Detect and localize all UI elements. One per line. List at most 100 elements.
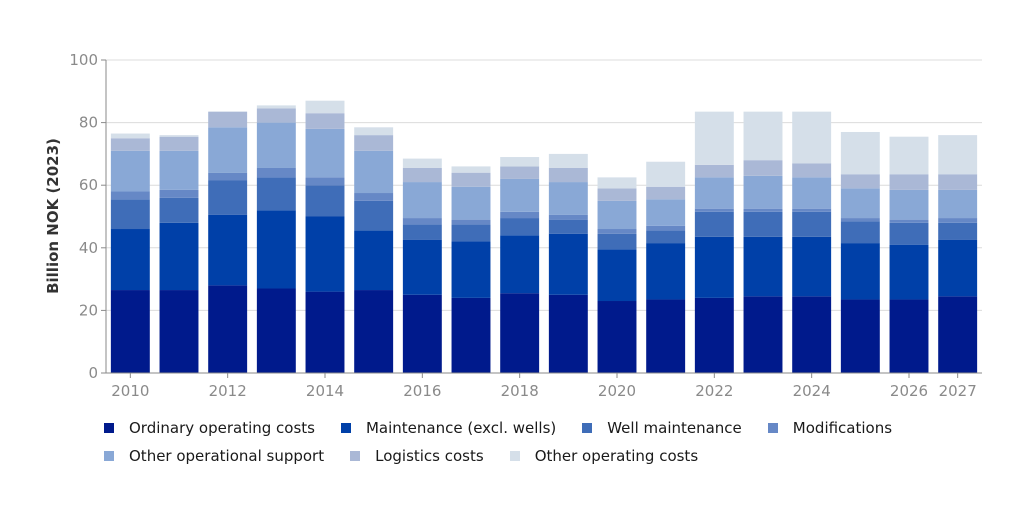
bar-segment — [256, 122, 296, 168]
bar-segment — [646, 299, 686, 373]
bar-segment — [159, 150, 199, 190]
bar-segment — [256, 167, 296, 178]
legend-label: Well maintenance — [607, 419, 742, 437]
legend-swatch — [350, 451, 361, 461]
legend-item: Logistics costs — [350, 446, 484, 466]
bar-stack-2020 — [597, 177, 637, 373]
bar-segment — [110, 150, 150, 192]
legend-swatch — [104, 451, 114, 461]
bar-segment — [694, 297, 734, 373]
legend-swatch — [340, 423, 351, 433]
x-tick-labels: 2010 2012 2014 2016 2018 2020 2022 2024 2026 2027 — [111, 382, 977, 400]
bar-segment — [305, 128, 345, 178]
bar-segment — [548, 167, 588, 183]
bar-stack-2016 — [402, 158, 442, 373]
bar-segment — [548, 182, 588, 215]
bar-stack-2024 — [792, 111, 832, 373]
x-tick-label: 2024 — [793, 382, 831, 400]
bar-segment — [110, 199, 150, 230]
bar-segment — [889, 136, 929, 175]
bar-segment — [500, 218, 540, 236]
bar-stack-2021 — [646, 161, 686, 373]
bar-segment — [792, 211, 832, 237]
x-tick-label: 2022 — [695, 382, 733, 400]
bar-stack-2027 — [938, 135, 978, 373]
bar-segment — [889, 174, 929, 190]
bar-segment — [743, 236, 783, 297]
bar-segment — [354, 127, 394, 136]
bar-segment — [548, 214, 588, 220]
bar-segment — [159, 290, 199, 373]
bar-segment — [694, 111, 734, 165]
legend-item: Maintenance (excl. wells) — [340, 418, 557, 438]
bar-segment — [889, 222, 929, 245]
bar-segment — [889, 244, 929, 300]
x-tick-label: 2018 — [501, 382, 539, 400]
bar-segment — [208, 111, 248, 128]
bar-segment — [402, 182, 442, 219]
bar-segment — [208, 127, 248, 173]
y-tick-label: 80 — [79, 114, 98, 132]
bar-segment — [889, 219, 929, 223]
bar-segment — [597, 229, 637, 234]
y-tick-label: 0 — [88, 364, 98, 382]
bar-segment — [159, 197, 199, 223]
bar-segment — [159, 135, 199, 137]
bar-segment — [110, 138, 150, 151]
bar-segment — [305, 177, 345, 186]
bar-segment — [354, 150, 394, 194]
bar-segment — [354, 230, 394, 291]
bar-segment — [305, 216, 345, 292]
bar-segment — [402, 294, 442, 373]
bar-segment — [548, 294, 588, 373]
bar-segment — [938, 174, 978, 190]
x-tick-label: 2020 — [598, 382, 636, 400]
bar-segment — [792, 163, 832, 178]
legend-item: Other operational support — [104, 446, 324, 466]
y-axis-label: Billion NOK (2023) — [44, 138, 62, 294]
bar-segment — [840, 221, 880, 244]
bar-segment — [597, 249, 637, 302]
bar-segment — [889, 189, 929, 220]
bar-segment — [743, 208, 783, 212]
bar-segment — [451, 172, 491, 187]
x-tick-label: 2026 — [890, 382, 928, 400]
bar-segment — [208, 285, 248, 373]
legend-item: Modifications — [767, 418, 892, 438]
bar-segment — [938, 296, 978, 373]
bar-segment — [792, 236, 832, 297]
bar-segment — [256, 288, 296, 373]
y-tick-label: 60 — [79, 176, 98, 194]
bar-segment — [500, 235, 540, 294]
bar-stack-2019 — [548, 153, 588, 373]
bar-segment — [548, 219, 588, 234]
bar-segment — [110, 191, 150, 200]
bar-segment — [159, 189, 199, 198]
axes — [105, 60, 982, 378]
bar-segment — [402, 218, 442, 225]
bar-segment — [646, 161, 686, 187]
bars — [110, 100, 978, 373]
bar-segment — [500, 211, 540, 219]
bar-segment — [110, 133, 150, 139]
bar-stack-2026 — [889, 136, 929, 373]
bar-segment — [840, 299, 880, 373]
bar-segment — [597, 188, 637, 201]
bar-segment — [305, 291, 345, 373]
bar-segment — [451, 241, 491, 298]
bar-segment — [597, 301, 637, 373]
legend-swatch — [104, 423, 114, 433]
bar-segment — [646, 186, 686, 200]
legend-label: Other operating costs — [534, 447, 699, 465]
bar-segment — [938, 239, 978, 297]
bar-stack-2022 — [694, 111, 734, 373]
bar-segment — [597, 200, 637, 230]
legend-swatch — [582, 423, 593, 433]
x-tick-label: 2027 — [939, 382, 977, 400]
bar-segment — [646, 230, 686, 244]
bar-segment — [159, 136, 199, 151]
bar-segment — [938, 222, 978, 240]
legend-label: Maintenance (excl. wells) — [365, 419, 557, 437]
bar-segment — [938, 218, 978, 223]
bar-segment — [743, 111, 783, 161]
